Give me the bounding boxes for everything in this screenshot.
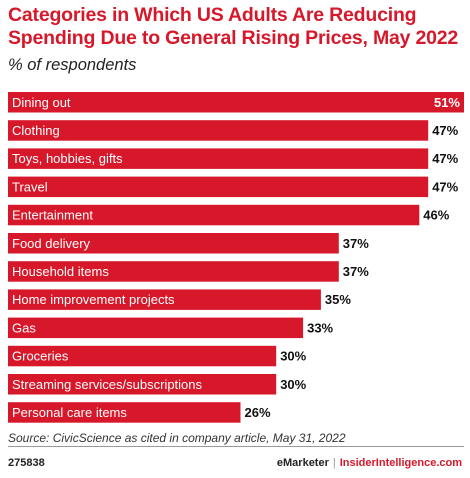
bar-0: [8, 92, 464, 113]
category-label-4: Entertainment: [12, 208, 93, 223]
category-label-6: Household items: [12, 264, 109, 279]
bar-2: [8, 148, 429, 169]
category-label-10: Streaming services/subscriptions: [12, 377, 203, 392]
bar-3: [8, 176, 429, 198]
bar-7: [8, 289, 321, 310]
category-label-9: Groceries: [12, 349, 69, 364]
category-label-11: Personal care items: [12, 405, 127, 420]
footer-divider: [8, 446, 464, 447]
value-label-4: 46%: [423, 208, 449, 223]
chart-subtitle: % of respondents: [8, 56, 137, 74]
category-label-3: Travel: [12, 179, 48, 194]
bar-11: [8, 402, 241, 423]
bar-6: [8, 261, 339, 282]
category-label-5: Food delivery: [12, 236, 91, 251]
bar-5: [8, 233, 339, 254]
value-label-3: 47%: [432, 179, 458, 194]
chart-id: 275838: [8, 457, 45, 469]
brand-separator: |: [332, 457, 336, 469]
value-label-5: 37%: [343, 236, 369, 251]
chart-title: Categories in Which US Adults Are Reduci…: [8, 4, 459, 49]
category-label-7: Home improvement projects: [12, 292, 175, 307]
value-label-1: 47%: [432, 123, 458, 138]
bar-1: [8, 120, 429, 141]
bar-9: [8, 345, 277, 367]
value-label-7: 35%: [325, 292, 351, 307]
bar-4: [8, 204, 420, 226]
brand-credit: eMarketer | InsiderIntelligence.com: [277, 456, 462, 470]
bar-10: [8, 374, 277, 395]
category-label-8: Gas: [12, 320, 36, 335]
value-label-2: 47%: [432, 151, 458, 166]
source-note: Source: CivicScience as cited in company…: [8, 431, 346, 445]
value-label-9: 30%: [280, 349, 306, 364]
value-label-0: 51%: [434, 95, 460, 110]
value-label-10: 30%: [280, 377, 306, 392]
bar-8: [8, 317, 304, 339]
category-label-0: Dining out: [12, 95, 71, 110]
category-label-2: Toys, hobbies, gifts: [12, 151, 123, 166]
value-label-6: 37%: [343, 264, 369, 279]
value-label-11: 26%: [245, 405, 271, 420]
value-label-8: 33%: [307, 320, 333, 335]
category-label-1: Clothing: [12, 123, 60, 138]
brand-name: eMarketer: [276, 457, 329, 469]
brand-site: InsiderIntelligence.com: [339, 457, 462, 469]
